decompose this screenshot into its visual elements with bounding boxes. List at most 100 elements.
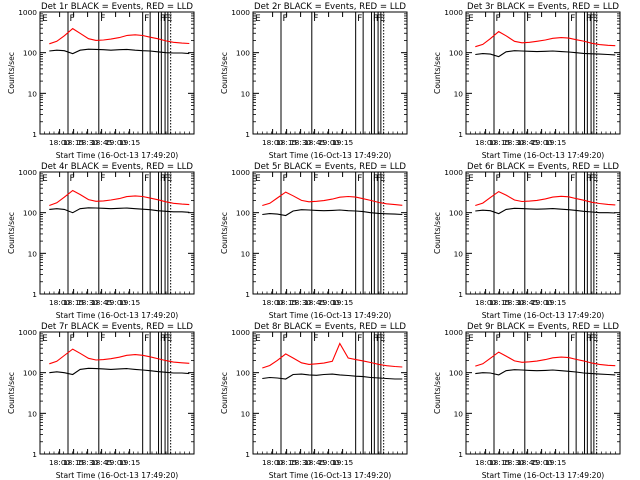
- y-axis-label: Counts/sec: [433, 52, 442, 94]
- flag-label: F: [526, 14, 531, 24]
- y-tick-label: 1000: [231, 168, 250, 177]
- y-tick-label: 1000: [18, 168, 37, 177]
- x-tick-label: 18:15: [63, 138, 85, 147]
- plot-frame: [252, 171, 408, 295]
- x-tick-label: 18:45: [304, 458, 326, 467]
- flag-label: E: [593, 14, 599, 24]
- y-tick-label: 100: [236, 209, 250, 218]
- flag-label: E: [42, 334, 48, 344]
- x-tick-label: 19:15: [119, 138, 141, 147]
- lld-series-line: [475, 351, 616, 367]
- y-tick-label: 1: [458, 450, 463, 459]
- y-tick-label: 1: [32, 130, 37, 139]
- x-tick-label: 18:15: [63, 298, 85, 307]
- chart-panel-6: Det 6r BLACK = Events, RED = LLD Counts/s…: [433, 162, 621, 320]
- flag-label: E: [167, 334, 173, 344]
- chart-title: Det 8r BLACK = Events, RED = LLD: [254, 322, 406, 332]
- flag-label: E: [468, 174, 474, 184]
- chart-panel-3: Det 3r BLACK = Events, RED = LLD Counts/s…: [433, 2, 621, 160]
- x-tick-label: 18:30: [77, 138, 99, 147]
- flag-label: E: [255, 334, 261, 344]
- chart-title: Det 5r BLACK = Events, RED = LLD: [254, 162, 406, 172]
- flag-label: E: [380, 174, 386, 184]
- flag-label: F: [496, 174, 501, 184]
- x-tick-label: 18:45: [304, 138, 326, 147]
- events-series-line: [49, 207, 190, 214]
- x-tick-label: 18:45: [91, 298, 113, 307]
- y-tick-label: 1: [245, 130, 250, 139]
- flag-label: E: [380, 334, 386, 344]
- x-axis-label: Start Time (16-Oct-13 17:49:20): [269, 471, 392, 480]
- flag-label: F: [496, 14, 501, 24]
- flag-label: F: [526, 334, 531, 344]
- flag-label: E: [468, 334, 474, 344]
- plot-frame: [39, 331, 195, 455]
- plot-frame: [252, 11, 408, 135]
- x-axis-label: Start Time (16-Oct-13 17:49:20): [269, 151, 392, 160]
- y-axis-label: Counts/sec: [7, 52, 16, 94]
- x-tick-label: 18:15: [63, 458, 85, 467]
- lld-series-line: [475, 190, 616, 207]
- x-axis-label: Start Time (16-Oct-13 17:49:20): [482, 151, 605, 160]
- y-tick-label: 1000: [444, 168, 463, 177]
- flag-label: F: [160, 334, 165, 344]
- y-tick-label: 1: [32, 290, 37, 299]
- flag-label: F: [589, 174, 594, 184]
- x-tick-label: 19:00: [105, 138, 127, 147]
- y-tick-label: 100: [449, 369, 463, 378]
- flag-label: F: [570, 174, 575, 184]
- y-tick-label: 1000: [444, 328, 463, 337]
- flag-label: F: [526, 174, 531, 184]
- x-tick-label: 18:30: [503, 138, 525, 147]
- x-tick-label: 18:00: [262, 458, 284, 467]
- plot-frame: [39, 11, 195, 135]
- flag-label: E: [593, 334, 599, 344]
- x-tick-label: 18:00: [49, 138, 71, 147]
- x-axis-label: Start Time (16-Oct-13 17:49:20): [482, 311, 605, 320]
- x-tick-label: 19:00: [318, 138, 340, 147]
- y-tick-label: 1: [245, 290, 250, 299]
- events-series-line: [475, 207, 616, 215]
- flag-label: F: [589, 14, 594, 24]
- x-tick-label: 19:00: [531, 138, 553, 147]
- chart-title: Det 7r BLACK = Events, RED = LLD: [41, 322, 193, 332]
- y-tick-label: 10: [454, 89, 464, 98]
- flag-label: F: [313, 174, 318, 184]
- chart-title: Det 1r BLACK = Events, RED = LLD: [41, 2, 193, 12]
- flag-label: F: [100, 174, 105, 184]
- x-tick-label: 18:15: [489, 138, 511, 147]
- chart-title: Det 3r BLACK = Events, RED = LLD: [467, 2, 619, 12]
- flag-label: F: [357, 174, 362, 184]
- flag-label: F: [144, 174, 149, 184]
- chart-panel-1: Det 1r BLACK = Events, RED = LLD Counts/s…: [7, 2, 195, 160]
- x-tick-label: 18:00: [475, 298, 497, 307]
- flag-label: F: [160, 174, 165, 184]
- y-axis-label: Counts/sec: [433, 212, 442, 254]
- flag-label: F: [373, 334, 378, 344]
- chart-title: Det 6r BLACK = Events, RED = LLD: [467, 162, 619, 172]
- y-tick-label: 10: [241, 409, 251, 418]
- flag-label: F: [163, 334, 168, 344]
- flag-label: F: [283, 334, 288, 344]
- flag-label: E: [42, 14, 48, 24]
- x-tick-label: 18:45: [304, 298, 326, 307]
- flag-label: F: [586, 334, 591, 344]
- flag-label: F: [283, 14, 288, 24]
- x-tick-label: 19:15: [332, 458, 354, 467]
- flag-label: E: [42, 174, 48, 184]
- x-tick-label: 19:15: [332, 298, 354, 307]
- flag-label: F: [373, 14, 378, 24]
- x-tick-label: 18:45: [517, 138, 539, 147]
- x-tick-label: 19:15: [545, 298, 567, 307]
- y-tick-label: 1: [458, 290, 463, 299]
- chart-panel-5: Det 5r BLACK = Events, RED = LLD Counts/s…: [220, 162, 408, 320]
- x-tick-label: 18:30: [290, 298, 312, 307]
- x-tick-label: 18:30: [77, 298, 99, 307]
- x-tick-label: 19:15: [119, 298, 141, 307]
- flag-label: E: [167, 14, 173, 24]
- y-tick-label: 1000: [231, 8, 250, 17]
- y-tick-label: 1: [32, 450, 37, 459]
- flag-label: F: [313, 334, 318, 344]
- x-tick-label: 18:15: [489, 458, 511, 467]
